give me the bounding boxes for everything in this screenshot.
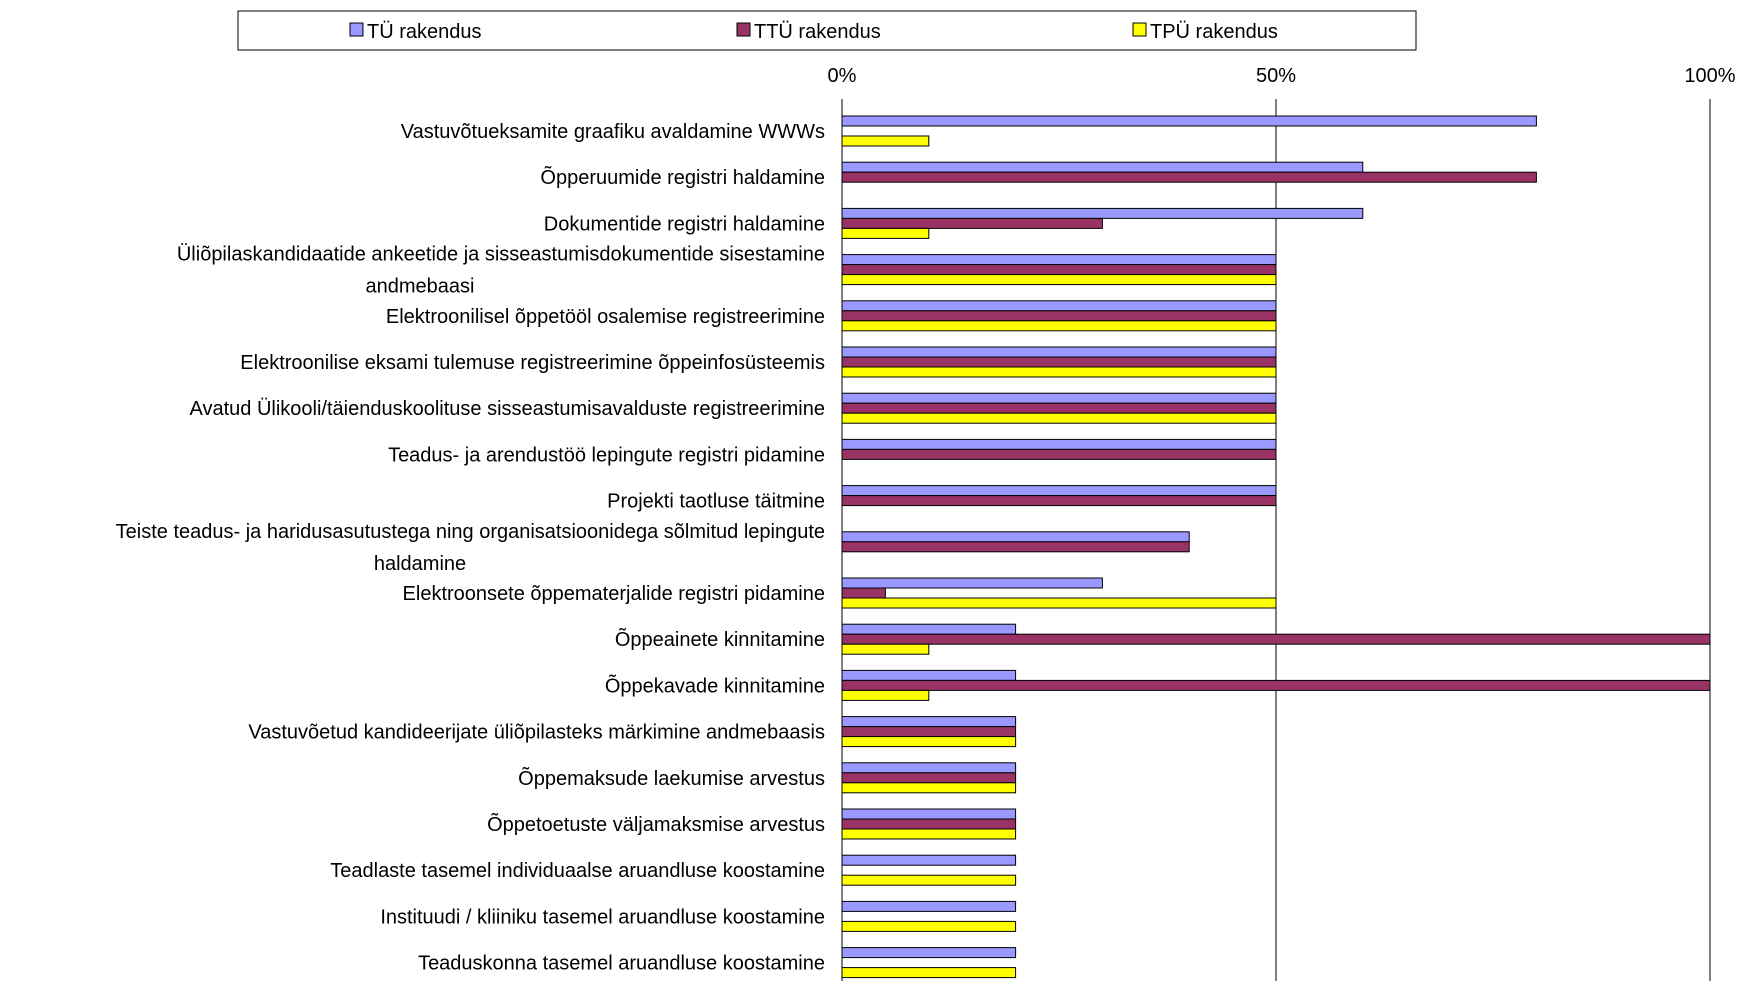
bar-tp-rakendus — [841, 320, 1277, 332]
bar-tp-rakendus — [841, 828, 1017, 840]
bar-tp-rakendus — [841, 597, 1277, 609]
category-label: Dokumentide registri haldamine — [544, 213, 825, 235]
category-label: andmebaasi — [366, 276, 475, 298]
bar-t-rakendus — [841, 438, 1277, 450]
x-axis-ticks: 0% 50% 100% — [828, 65, 1736, 105]
bar-tt-rakendus — [841, 356, 1277, 368]
category-label: Õpperuumide registri haldamine — [540, 165, 825, 189]
bar-t-rakendus — [841, 854, 1017, 866]
bar-t-rakendus — [841, 392, 1277, 404]
category-label: Elektroonilise eksami tulemuse registree… — [240, 352, 825, 374]
legend-label-tp-rakendus: TPÜ rakendus — [1150, 21, 1278, 43]
category-label: Õppeainete kinnitamine — [615, 627, 825, 651]
bar-tp-rakendus — [841, 689, 930, 701]
bar-t-rakendus — [841, 115, 1537, 127]
bar-tt-rakendus — [841, 495, 1277, 507]
legend-swatch-t-rakendus — [349, 22, 364, 37]
bar-tp-rakendus — [841, 967, 1017, 979]
bar-t-rakendus — [841, 808, 1017, 820]
tick-label: 100% — [1684, 65, 1735, 87]
category-label: Õppemaksude laekumise arvestus — [518, 766, 825, 790]
bar-tp-rakendus — [841, 135, 930, 147]
bar-tt-rakendus — [841, 541, 1190, 553]
category-label: Vastuvõetud kandideerijate üliõpilasteks… — [248, 722, 825, 744]
bar-tp-rakendus — [841, 643, 930, 655]
bar-t-rakendus — [841, 577, 1103, 589]
tick-label: 50% — [1256, 65, 1296, 87]
category-label: Teaduskonna tasemel aruandluse koostamin… — [418, 953, 825, 975]
bar-t-rakendus — [841, 716, 1017, 728]
legend-frame — [237, 10, 1417, 51]
bar-tt-rakendus — [841, 264, 1277, 276]
bar-tt-rakendus — [841, 772, 1017, 784]
bar-t-rakendus — [841, 300, 1277, 312]
bar-tt-rakendus — [841, 587, 886, 599]
bar-tp-rakendus — [841, 920, 1017, 932]
bar-tt-rakendus — [841, 217, 1103, 229]
category-label: Teadus- ja arendustöö lepingute registri… — [388, 444, 825, 466]
category-label: Projekti taotluse täitmine — [607, 491, 825, 513]
bar-tp-rakendus — [841, 274, 1277, 286]
bar-t-rakendus — [841, 762, 1017, 774]
category-label: Instituudi / kliiniku tasemel aruandluse… — [380, 906, 825, 928]
bar-t-rakendus — [841, 207, 1364, 219]
bar-tt-rakendus — [841, 818, 1017, 830]
category-label: Õppetoetuste väljamaksmise arvestus — [487, 812, 825, 836]
category-label: haldamine — [374, 553, 466, 575]
bar-tt-rakendus — [841, 679, 1711, 691]
category-label: Teadlaste tasemel individuaalse aruandlu… — [330, 860, 825, 882]
bar-t-rakendus — [841, 161, 1364, 173]
bar-tt-rakendus — [841, 402, 1277, 414]
category-labels: Vastuvõtueksamite graafiku avaldamine WW… — [116, 121, 825, 975]
bar-t-rakendus — [841, 947, 1017, 959]
bar-t-rakendus — [841, 254, 1277, 266]
gridlines — [1275, 105, 1711, 981]
category-label: Õppekavade kinnitamine — [605, 673, 825, 697]
bar-t-rakendus — [841, 531, 1190, 543]
bar-tp-rakendus — [841, 227, 930, 239]
bar-tt-rakendus — [841, 633, 1711, 645]
bar-t-rakendus — [841, 623, 1017, 635]
legend-swatch-tp-rakendus — [1132, 22, 1147, 37]
category-label: Vastuvõtueksamite graafiku avaldamine WW… — [401, 121, 825, 143]
bar-t-rakendus — [841, 346, 1277, 358]
bar-tp-rakendus — [841, 736, 1017, 748]
category-label: Teiste teadus- ja haridusasutustega ning… — [116, 521, 825, 543]
category-label: Elektroonsete õppematerjalide registri p… — [403, 583, 825, 605]
bar-tp-rakendus — [841, 366, 1277, 378]
category-label: Elektroonilisel õppetööl osalemise regis… — [386, 306, 825, 328]
legend-swatch-tt-rakendus — [736, 22, 751, 37]
bar-t-rakendus — [841, 669, 1017, 681]
bar-t-rakendus — [841, 900, 1017, 912]
bar-tp-rakendus — [841, 782, 1017, 794]
category-label: Avatud Ülikooli/täienduskoolituse sissea… — [190, 398, 826, 420]
category-label: Üliõpilaskandidaatide ankeetide ja sisse… — [177, 244, 825, 266]
bars — [841, 115, 1711, 979]
bar-tp-rakendus — [841, 874, 1017, 886]
legend: TÜ rakendus TTÜ rakendus TPÜ rakendus — [237, 10, 1417, 51]
bar-tt-rakendus — [841, 726, 1017, 738]
legend-label-t-rakendus: TÜ rakendus — [367, 21, 482, 43]
tick-label: 0% — [828, 65, 857, 87]
bar-t-rakendus — [841, 485, 1277, 497]
bar-tp-rakendus — [841, 412, 1277, 424]
bar-tt-rakendus — [841, 448, 1277, 460]
bar-tt-rakendus — [841, 171, 1537, 183]
legend-label-tt-rakendus: TTÜ rakendus — [754, 21, 881, 43]
bar-tt-rakendus — [841, 310, 1277, 322]
